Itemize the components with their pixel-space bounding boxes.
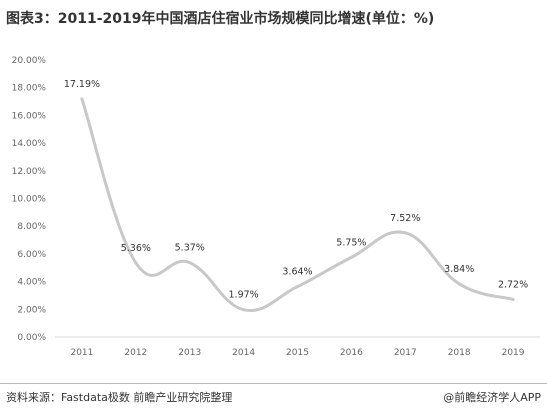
brand-credit: @前瞻经济学人APP (443, 391, 541, 404)
y-tick-label: 20.00% (12, 56, 47, 66)
data-point (511, 297, 515, 301)
line-chart: 0.00% 2.00% 4.00% 6.00% 8.00% 10.00% 12.00% 14.… (12, 56, 540, 358)
data-point (349, 255, 353, 259)
data-point (242, 308, 246, 312)
data-label: 7.52% (390, 213, 420, 224)
y-tick-label: 10.00% (12, 195, 47, 205)
data-label: 5.36% (121, 243, 151, 254)
source-note: 资料来源：Fastdata极数 前瞻产业研究院整理 (6, 391, 233, 404)
data-point (188, 261, 192, 265)
y-axis: 0.00% 2.00% 4.00% 6.00% 8.00% 10.00% 12.00% 14.… (12, 56, 47, 343)
data-label: 5.75% (336, 237, 366, 248)
data-point (296, 285, 299, 289)
x-axis: 2011 2012 2013 2014 2015 2016 2017 2018 2019 (55, 336, 540, 358)
x-tick-label: 2018 (448, 348, 471, 358)
x-tick-label: 2019 (502, 348, 525, 358)
x-tick-label: 2016 (340, 348, 363, 358)
series-group (80, 97, 515, 313)
data-label: 3.84% (444, 264, 474, 275)
y-tick-label: 6.00% (17, 250, 46, 260)
data-label: 17.19% (64, 79, 100, 90)
data-label: 2.72% (498, 279, 528, 290)
y-tick-label: 18.00% (12, 84, 47, 94)
data-point (457, 282, 461, 286)
x-tick-label: 2013 (178, 348, 201, 358)
series-line (80, 97, 515, 313)
x-tick-label: 2017 (394, 348, 417, 358)
y-tick-label: 16.00% (12, 111, 47, 121)
data-label: 5.37% (175, 243, 205, 254)
data-point (80, 97, 84, 101)
x-tick-label: 2015 (286, 348, 309, 358)
data-point (134, 261, 138, 265)
y-tick-label: 14.00% (12, 139, 47, 149)
y-tick-label: 12.00% (12, 167, 47, 177)
y-tick-label: 2.00% (17, 305, 46, 315)
x-tick-label: 2011 (70, 348, 93, 358)
x-tick-label: 2012 (124, 348, 147, 358)
chart-title: 图表3：2011-2019年中国酒店住宿业市场规模同比增速(单位：%) (6, 11, 435, 27)
x-tick-label: 2014 (232, 348, 255, 358)
data-point (403, 231, 407, 235)
data-label: 1.97% (229, 290, 259, 301)
data-label-group: 17.19% 5.36% 5.37% 1.97% 3.64% 5.75% 7.52% 3.84… (64, 79, 528, 301)
y-tick-label: 0.00% (17, 333, 46, 343)
footer-divider (0, 383, 547, 384)
data-label: 3.64% (282, 267, 312, 278)
y-tick-label: 4.00% (17, 278, 46, 288)
y-tick-label: 8.00% (17, 222, 46, 232)
